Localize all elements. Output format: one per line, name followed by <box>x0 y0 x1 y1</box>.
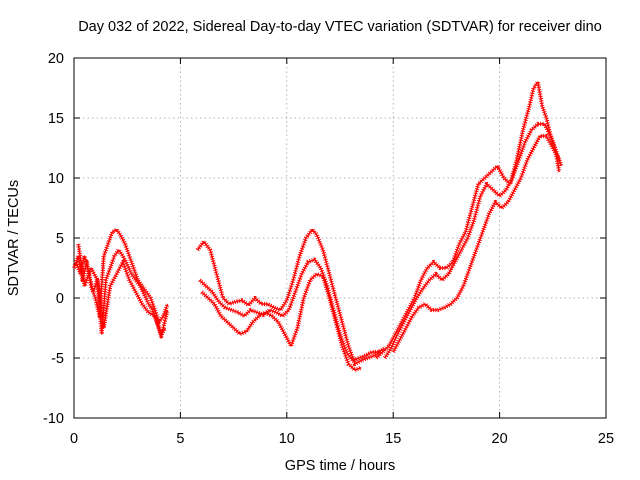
y-tick-label: 5 <box>56 231 64 247</box>
y-tick-label: 0 <box>56 291 64 307</box>
y-tick-label: -10 <box>43 411 64 427</box>
y-tick-label: -5 <box>51 351 64 367</box>
y-axis-label: SDTVAR / TECUs <box>6 180 22 296</box>
series-track-7 <box>374 79 562 360</box>
series-track-8-line <box>384 123 562 359</box>
y-tick-label: 15 <box>48 111 64 127</box>
series-track-9-line <box>392 135 560 353</box>
axis-ticks: 0 5 10 15 20 25 -10 -5 0 5 10 15 20 <box>43 51 614 447</box>
y-tick-label: 10 <box>48 171 64 187</box>
series-track-9 <box>391 133 562 353</box>
chart-title: Day 032 of 2022, Sidereal Day-to-day VTE… <box>78 19 602 35</box>
x-axis-label: GPS time / hours <box>285 458 395 474</box>
series-track-5-line <box>199 258 386 362</box>
series-track-8 <box>382 121 564 360</box>
series-track-6-line <box>201 273 362 371</box>
x-tick-label: 5 <box>176 431 184 447</box>
series-track-3-line <box>77 243 169 338</box>
grid-lines <box>74 58 606 418</box>
series-track-4 <box>195 227 382 367</box>
series-track-4-line <box>196 228 381 365</box>
x-tick-label: 0 <box>70 431 78 447</box>
x-tick-label: 20 <box>492 431 508 447</box>
y-tick-label: 20 <box>48 51 64 67</box>
x-tick-label: 10 <box>279 431 295 447</box>
x-tick-label: 25 <box>598 431 614 447</box>
series-track-2-line <box>75 249 167 335</box>
x-tick-label: 15 <box>385 431 401 447</box>
data-series-group <box>72 79 564 373</box>
series-track-6 <box>200 271 363 373</box>
